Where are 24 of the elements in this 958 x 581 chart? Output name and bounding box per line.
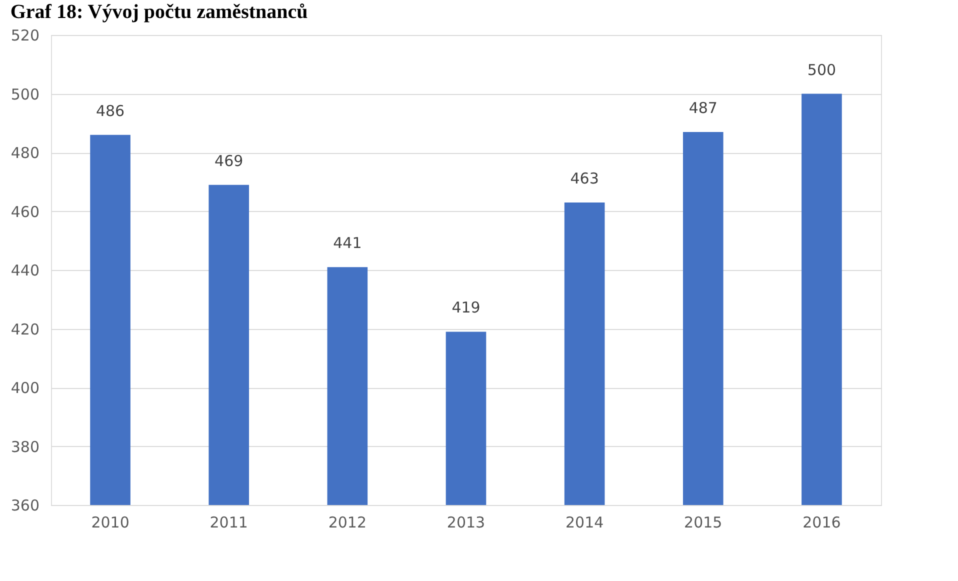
- data-label: 486: [96, 102, 125, 120]
- data-label: 487: [688, 98, 718, 117]
- x-tick-label: 2013: [446, 514, 486, 532]
- data-label: 441: [333, 234, 362, 252]
- y-tick-label: 360: [10, 496, 40, 514]
- x-tick-label: 2012: [328, 514, 367, 532]
- x-tick-label: 2014: [565, 514, 604, 532]
- chart-title: Graf 18: Vývoj počtu zaměstnanců: [10, 1, 308, 23]
- x-tick-label: 2015: [684, 514, 722, 532]
- y-tick-label: 520: [10, 26, 40, 44]
- data-label: 419: [452, 298, 480, 317]
- y-tick-label: 460: [10, 202, 40, 221]
- y-tick-label: 440: [10, 262, 40, 280]
- x-tick-label: 2010: [91, 514, 130, 532]
- x-tick-label: 2011: [210, 514, 248, 532]
- y-tick-label: 500: [10, 85, 40, 104]
- y-tick-label: 380: [10, 438, 40, 456]
- data-label: 463: [570, 169, 599, 188]
- y-tick-label: 400: [10, 379, 40, 397]
- data-label: 500: [807, 60, 836, 79]
- y-tick-label: 420: [10, 320, 40, 338]
- data-label: 469: [214, 152, 244, 170]
- x-tick-label: 2016: [802, 514, 841, 532]
- y-tick-label: 480: [10, 144, 40, 162]
